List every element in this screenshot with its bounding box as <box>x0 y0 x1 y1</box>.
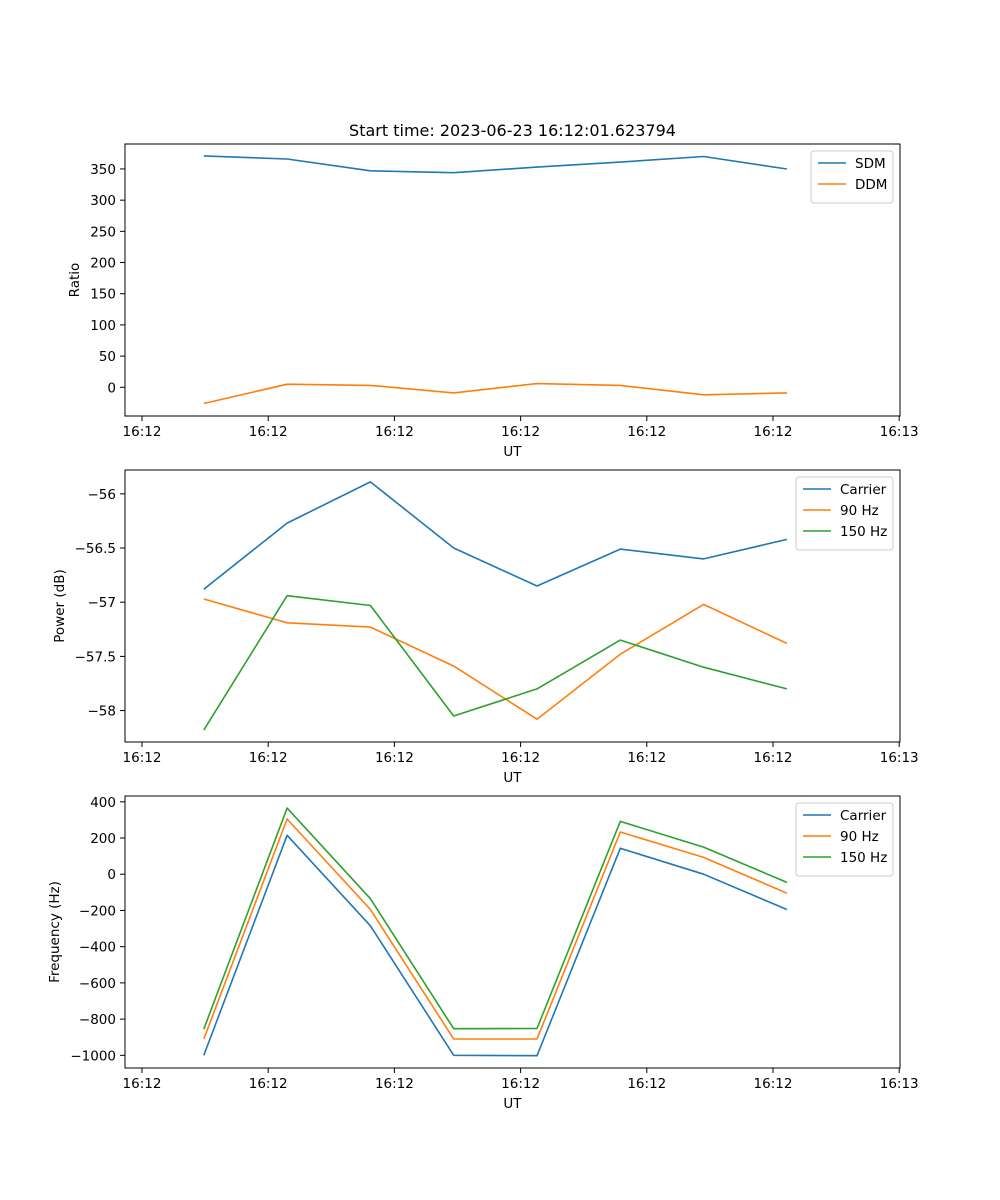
series-line-90-hz <box>203 598 788 721</box>
legend-label: Carrier <box>840 482 887 498</box>
x-tick-label: 16:12 <box>754 750 793 766</box>
x-axis-label: UT <box>503 444 522 460</box>
x-tick-label: 16:12 <box>754 1076 793 1092</box>
legend-label: 150 Hz <box>840 850 887 866</box>
x-tick-label: 16:12 <box>123 1076 162 1092</box>
x-tick-label: 16:12 <box>501 1076 540 1092</box>
y-axis-label: Frequency (Hz) <box>47 881 63 983</box>
y-tick-label: −56 <box>88 487 117 503</box>
legend-label: SDM <box>855 156 886 172</box>
legend-label: 150 Hz <box>840 524 887 540</box>
y-tick-label: −57.5 <box>75 649 116 665</box>
x-tick-label: 16:12 <box>249 424 288 440</box>
legend-label: DDM <box>855 177 887 193</box>
x-tick-label: 16:12 <box>754 424 793 440</box>
legend: Carrier 90 Hz 150 Hz <box>795 802 894 877</box>
legend: SDM DDM <box>810 150 894 204</box>
series-line-150-hz <box>203 807 788 1030</box>
x-tick-label: 16:13 <box>880 424 919 440</box>
y-tick-label: 200 <box>90 256 116 272</box>
y-tick-label: −600 <box>79 976 116 992</box>
figure-title: Start time: 2023-06-23 16:12:01.623794 <box>349 121 676 140</box>
x-tick-label: 16:12 <box>375 1076 414 1092</box>
x-tick-label: 16:12 <box>249 1076 288 1092</box>
series-line-150-hz <box>203 594 788 731</box>
y-tick-label: 0 <box>107 867 116 883</box>
legend-box <box>810 150 894 204</box>
legend-label: Carrier <box>840 808 887 824</box>
legend-label: 90 Hz <box>840 829 879 845</box>
y-tick-label: 150 <box>90 287 116 303</box>
x-tick-label: 16:13 <box>880 750 919 766</box>
legend: Carrier 90 Hz 150 Hz <box>795 476 894 551</box>
y-tick-label: −200 <box>79 903 116 919</box>
y-axis-label: Ratio <box>67 263 83 298</box>
x-tick-label: 16:12 <box>627 750 666 766</box>
axes-frame <box>124 143 901 417</box>
y-tick-label: 100 <box>90 318 116 334</box>
x-tick-label: 16:12 <box>501 750 540 766</box>
y-tick-label: 250 <box>90 224 116 240</box>
series-line-ddm <box>203 382 787 405</box>
x-axis-label: UT <box>503 770 522 786</box>
y-tick-label: 0 <box>107 380 116 396</box>
y-tick-label: −400 <box>79 940 116 956</box>
axes-frame <box>124 795 901 1069</box>
y-tick-label: −56.5 <box>75 541 116 557</box>
y-tick-label: 50 <box>99 349 116 365</box>
y-tick-label: −57 <box>88 595 117 611</box>
x-tick-label: 16:13 <box>880 1076 919 1092</box>
x-tick-label: 16:12 <box>123 750 162 766</box>
x-tick-label: 16:12 <box>627 424 666 440</box>
series-line-carrier <box>203 834 788 1057</box>
y-tick-label: −800 <box>79 1012 116 1028</box>
y-tick-label: 200 <box>90 831 116 847</box>
panel-3: 16:12 16:12 16:12 16:12 16:12 16:12 16:13 −1000… <box>47 795 919 1112</box>
y-tick-label: 300 <box>90 193 116 209</box>
x-tick-label: 16:12 <box>249 750 288 766</box>
x-tick-label: 16:12 <box>627 1076 666 1092</box>
y-tick-label: 400 <box>90 795 116 811</box>
series-line-sdm <box>203 155 788 174</box>
x-tick-label: 16:12 <box>123 424 162 440</box>
x-tick-label: 16:12 <box>501 424 540 440</box>
y-tick-label: −58 <box>88 704 117 720</box>
x-tick-label: 16:12 <box>375 750 414 766</box>
panel-1: 16:12 16:12 16:12 16:12 16:12 16:12 16:13 0 50 10… <box>67 143 919 460</box>
y-tick-label: −1000 <box>70 1048 116 1064</box>
y-axis-label: Power (dB) <box>52 569 68 642</box>
panels: 16:12 16:12 16:12 16:12 16:12 16:12 16:13 0 50 10… <box>47 143 919 1112</box>
axes-frame <box>124 469 901 743</box>
panel-2: 16:12 16:12 16:12 16:12 16:12 16:12 16:13 −58 −5… <box>52 469 919 786</box>
series-line-90-hz <box>203 818 788 1040</box>
legend-label: 90 Hz <box>840 503 879 519</box>
series-line-carrier <box>203 481 788 590</box>
y-tick-label: 350 <box>90 162 116 178</box>
x-axis-label: UT <box>503 1096 522 1112</box>
x-tick-label: 16:12 <box>375 424 414 440</box>
